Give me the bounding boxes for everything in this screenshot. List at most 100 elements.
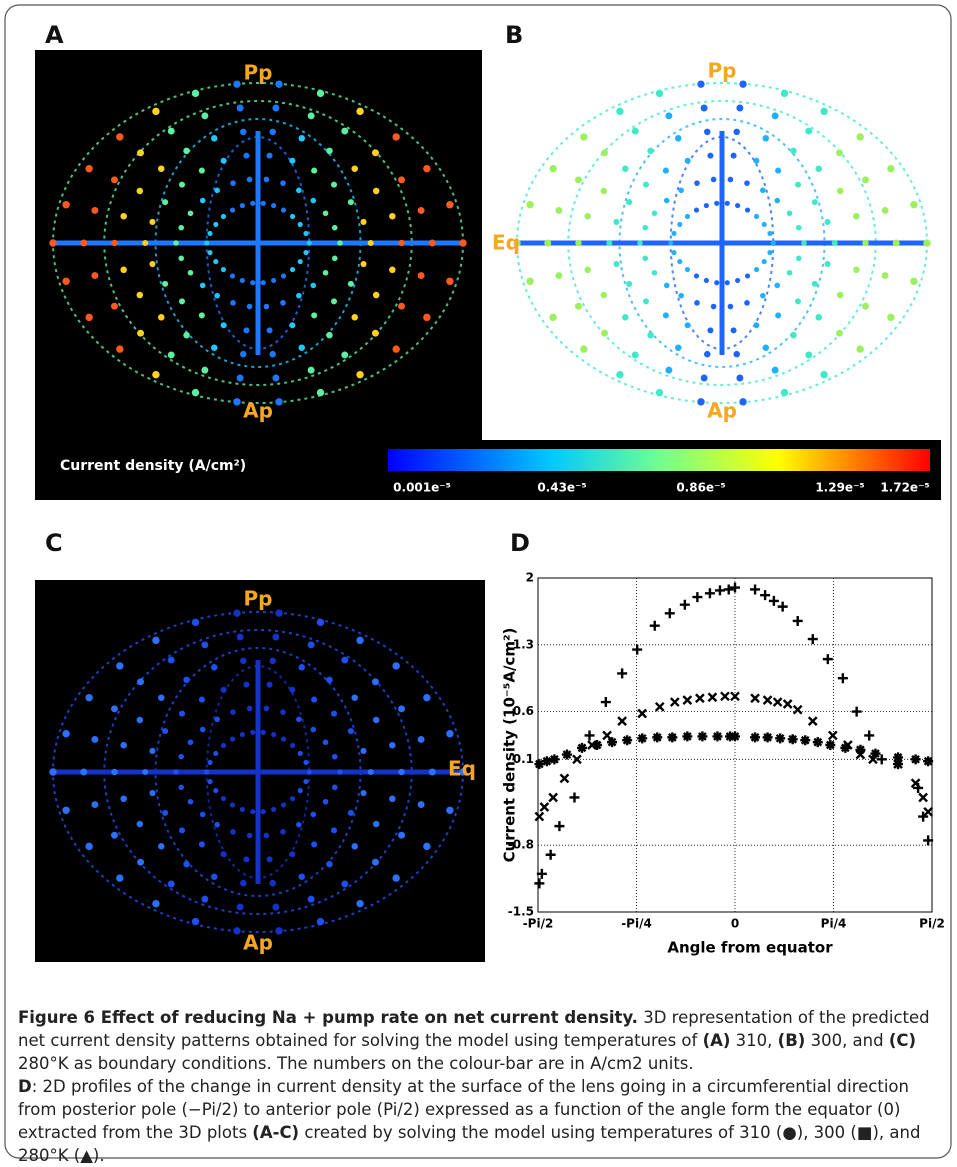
x-tick-label: Pi/4 xyxy=(821,917,847,931)
render-dot xyxy=(753,322,759,328)
render-dot xyxy=(647,148,654,155)
render-dot xyxy=(801,240,807,246)
render-dot xyxy=(221,214,226,219)
colorbar-label: 1.29e⁻⁵ xyxy=(815,481,864,495)
render-dot xyxy=(820,371,827,378)
render-dot xyxy=(331,182,337,188)
data-point xyxy=(592,740,602,750)
panel-letter: B xyxy=(505,21,523,49)
render-dot xyxy=(275,80,282,87)
y-tick-label: 2 xyxy=(526,571,534,585)
render-dot xyxy=(85,165,92,172)
render-dot xyxy=(311,312,317,318)
render-dot xyxy=(303,760,308,765)
render-dot xyxy=(111,832,118,839)
render-dot xyxy=(137,859,144,866)
render-dot xyxy=(296,717,302,723)
caption-ref: D xyxy=(18,1077,32,1096)
render-dot xyxy=(298,259,303,264)
render-dot xyxy=(745,273,750,278)
render-dot xyxy=(116,345,123,352)
render-dot xyxy=(775,168,781,174)
render-dot xyxy=(392,133,399,140)
render-dot xyxy=(601,292,608,299)
render-dot xyxy=(179,827,185,833)
render-dot xyxy=(149,790,155,796)
render-dot xyxy=(237,375,244,382)
render-dot xyxy=(685,214,690,219)
render-dot xyxy=(642,256,648,262)
render-dot xyxy=(389,796,396,803)
render-dot xyxy=(308,641,315,648)
render-dot xyxy=(264,833,270,839)
render-dot xyxy=(152,371,159,378)
render-dot xyxy=(261,730,266,735)
render-dot xyxy=(269,658,276,665)
render-dot xyxy=(281,802,286,807)
render-dot xyxy=(762,259,767,264)
render-dot xyxy=(348,199,354,205)
render-dot xyxy=(240,278,245,283)
render-dot xyxy=(183,677,190,684)
render-dot xyxy=(149,748,155,754)
render-dot xyxy=(754,267,759,272)
data-point xyxy=(562,750,572,760)
render-dot xyxy=(267,682,273,688)
render-dot xyxy=(398,769,405,776)
render-dot xyxy=(733,129,740,136)
render-dot xyxy=(298,873,305,880)
x-tick-label: -Pi/2 xyxy=(523,917,554,931)
render-dot xyxy=(298,222,303,227)
x-axis-label: Angle from equator xyxy=(667,939,833,957)
pole-label: Ap xyxy=(243,399,273,423)
render-dot xyxy=(230,709,236,715)
render-dot xyxy=(423,694,430,701)
render-dot xyxy=(526,201,533,208)
render-dot xyxy=(272,904,279,911)
render-dot xyxy=(137,821,144,828)
render-dot xyxy=(233,609,240,616)
render-dot xyxy=(361,748,367,754)
render-dot xyxy=(677,259,682,264)
render-dot xyxy=(664,283,670,289)
render-dot xyxy=(372,149,379,156)
render-dot xyxy=(272,375,279,382)
render-dot xyxy=(753,158,759,164)
render-dot xyxy=(290,214,295,219)
render-dot xyxy=(398,832,405,839)
data-point xyxy=(788,734,798,744)
render-dot xyxy=(230,180,236,186)
render-dot xyxy=(243,682,249,688)
render-dot xyxy=(188,739,194,745)
render-dot xyxy=(240,807,245,812)
render-dot xyxy=(201,896,208,903)
render-dot xyxy=(162,728,168,734)
render-dot xyxy=(882,272,889,279)
render-dot xyxy=(201,367,208,374)
render-dot xyxy=(459,239,466,246)
render-dot xyxy=(280,709,286,715)
render-dot xyxy=(398,176,405,183)
render-dot xyxy=(707,153,713,159)
render-dot xyxy=(183,148,190,155)
y-axis-label: Current density (10⁻⁵A/cm²) xyxy=(501,628,519,863)
data-point xyxy=(923,756,933,766)
render-dot xyxy=(230,273,235,278)
render-dot xyxy=(162,281,168,287)
render-dot xyxy=(173,240,179,246)
render-dot xyxy=(351,694,358,701)
render-dot xyxy=(221,267,226,272)
render-dot xyxy=(675,344,682,351)
y-tick-label: 0.6 xyxy=(513,704,534,718)
render-dot xyxy=(429,769,436,776)
render-dot xyxy=(199,841,205,847)
render-dot xyxy=(663,168,669,174)
render-dot xyxy=(201,112,208,119)
render-dot xyxy=(910,201,917,208)
render-dot xyxy=(368,769,374,775)
render-dot xyxy=(178,225,184,231)
render-dot xyxy=(207,779,212,784)
render-dot xyxy=(694,208,699,213)
render-dot xyxy=(267,327,273,333)
render-dot xyxy=(271,807,276,812)
